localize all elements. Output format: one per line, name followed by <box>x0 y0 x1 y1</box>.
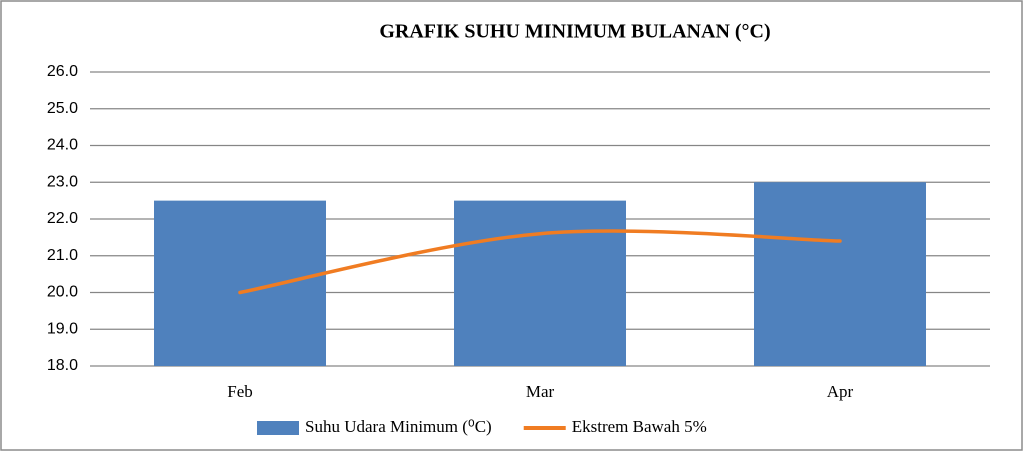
y-tick-label: 25.0 <box>47 100 78 117</box>
y-tick-label: 24.0 <box>47 137 78 154</box>
y-tick-label: 21.0 <box>47 247 78 264</box>
line <box>238 229 842 295</box>
y-tick-label: 22.0 <box>47 210 78 227</box>
y-tick-label: 20.0 <box>47 284 78 301</box>
chart-title: GRAFIK SUHU MINIMUM BULANAN (°C) <box>379 21 770 43</box>
y-tick-label: 19.0 <box>47 320 78 337</box>
legend-label: Suhu Udara Minimum (⁰C) <box>305 417 492 436</box>
bar <box>754 182 926 366</box>
y-tick-label: 18.0 <box>47 357 78 374</box>
bar <box>154 200 326 366</box>
legend-swatch <box>257 421 299 435</box>
y-tick-label: 23.0 <box>47 173 78 190</box>
legend-label: Ekstrem Bawah 5% <box>572 417 707 436</box>
x-tick-label: Apr <box>827 382 854 401</box>
x-tick-label: Mar <box>526 382 555 401</box>
x-tick-label: Feb <box>227 382 253 401</box>
y-tick-label: 26.0 <box>47 63 78 80</box>
bar <box>454 200 626 366</box>
